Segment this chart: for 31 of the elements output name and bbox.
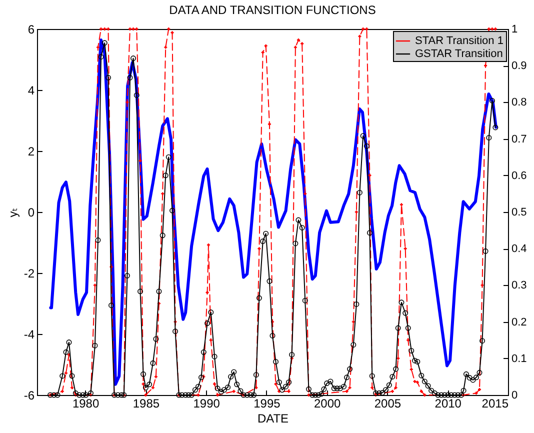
legend-label: GSTAR Transition xyxy=(415,48,503,60)
y2-tick-label: 0.3 xyxy=(512,280,527,292)
y2-tick-label: 0.1 xyxy=(512,352,527,365)
y-tick-label: 4 xyxy=(28,84,35,98)
y2-tick-label: 0.5 xyxy=(512,206,527,218)
y-axis-title: yₜ xyxy=(6,208,20,218)
x-tick-label: 1980 xyxy=(72,396,100,410)
y-tick-label: 6 xyxy=(28,22,35,36)
x-tick-label: 1985 xyxy=(132,396,160,410)
chart-title: DATA AND TRANSITION FUNCTIONS xyxy=(169,3,376,17)
x-tick-label: 2010 xyxy=(434,396,462,410)
y2-tick-label: 0.8 xyxy=(512,96,527,109)
x-tick-label: 2015 xyxy=(482,396,509,410)
x-tick-label: 1995 xyxy=(254,396,281,410)
y-tick-label: -2 xyxy=(24,266,35,280)
y2-tick-label: 1 xyxy=(512,24,518,36)
y2-tick-label: 0.6 xyxy=(512,170,527,182)
y2-tick-label: 0.4 xyxy=(512,243,527,256)
y-tick-label: 2 xyxy=(28,144,35,158)
y-tick-label: 0 xyxy=(28,206,35,220)
y2-tick-label: 0.2 xyxy=(512,316,527,328)
x-axis-title: DATE xyxy=(257,412,289,426)
x-tick-label: 1990 xyxy=(193,396,220,410)
y2-tick-label: 0.7 xyxy=(512,133,527,146)
y-tick-label: -6 xyxy=(24,388,35,402)
y-tick-label: -4 xyxy=(24,328,35,342)
y2-tick-label: 0 xyxy=(512,390,518,402)
legend-label: STAR Transition 1 xyxy=(415,35,504,47)
x-tick-label: 2005 xyxy=(374,396,402,410)
x-tick-label: 2000 xyxy=(314,396,342,410)
y2-tick-label: 0.9 xyxy=(512,60,527,72)
